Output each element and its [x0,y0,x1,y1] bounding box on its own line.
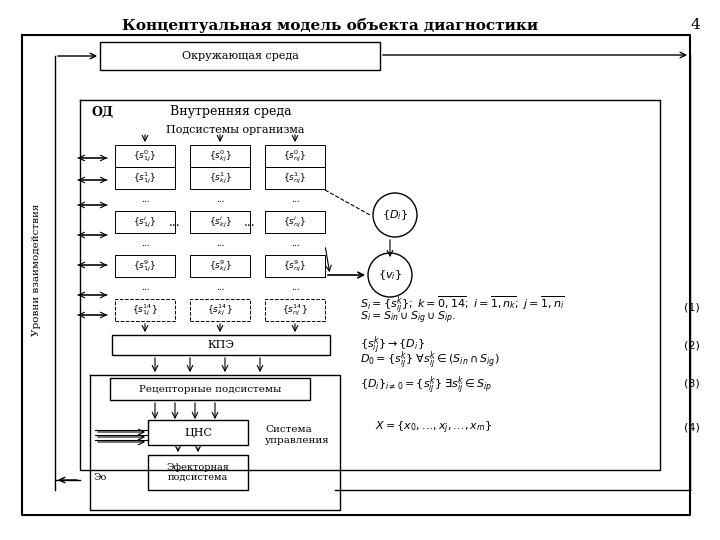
Text: (3): (3) [684,378,700,388]
Text: $\{s^1_{1j}\}$: $\{s^1_{1j}\}$ [133,170,156,186]
Text: $S_i = S_{in} \cup S_{ig} \cup S_{ip}.$: $S_i = S_{in} \cup S_{ig} \cup S_{ip}.$ [360,310,456,326]
Text: (1): (1) [684,302,700,312]
Text: $\{s^i_{nj}\}$: $\{s^i_{nj}\}$ [284,214,307,230]
Text: ...: ... [216,284,225,293]
Text: $\{s^9_{nj}\}$: $\{s^9_{nj}\}$ [284,258,307,274]
Text: $\{s^1_{kj}\}$: $\{s^1_{kj}\}$ [209,170,231,186]
Text: Рецепторные подсистемы: Рецепторные подсистемы [139,384,282,394]
Text: КПЭ: КПЭ [207,340,235,350]
Text: (4): (4) [684,423,700,433]
Text: ...: ... [140,195,149,205]
Text: Уровни взаимодействия: Уровни взаимодействия [32,204,42,336]
Text: $\{D_i\}$: $\{D_i\}$ [382,208,408,222]
Text: ЦНС: ЦНС [184,428,212,437]
Text: ...: ... [216,195,225,205]
Text: $\{s_{ij}^k\} \rightarrow \{D_i\}$: $\{s_{ij}^k\} \rightarrow \{D_i\}$ [360,335,425,357]
Text: $\{s^i_{1j}\}$: $\{s^i_{1j}\}$ [133,214,156,230]
Text: Система
управления: Система управления [265,426,330,445]
Text: (2): (2) [684,340,700,350]
Text: ...: ... [291,284,300,293]
Text: $\{D_i\}_{i \neq 0} = \{s_{ij}^k\}\; \exists s_{ij}^k \in S_{ip}$: $\{D_i\}_{i \neq 0} = \{s_{ij}^k\}\; \ex… [360,375,492,397]
Text: $\{s^9_{kj}\}$: $\{s^9_{kj}\}$ [209,258,231,274]
Text: $\{s^0_{1j}\}$: $\{s^0_{1j}\}$ [133,148,156,164]
Text: Окружающая среда: Окружающая среда [181,51,298,61]
Text: ...: ... [216,240,225,248]
Text: ...: ... [291,240,300,248]
Text: $\{s^9_{1j}\}$: $\{s^9_{1j}\}$ [133,258,156,274]
Text: $\{s^0_{kj}\}$: $\{s^0_{kj}\}$ [209,148,231,164]
Text: Подсистемы организма: Подсистемы организма [166,125,305,135]
Text: ...: ... [244,215,256,228]
Text: ...: ... [140,240,149,248]
Text: ОД: ОД [92,105,114,118]
Text: $\{s^{14}_{nj}\}$: $\{s^{14}_{nj}\}$ [282,302,308,318]
Text: $\{s^i_{kj}\}$: $\{s^i_{kj}\}$ [209,214,231,230]
Text: Эо: Эо [93,472,107,482]
Text: $\{s^{14}_{kj}\}$: $\{s^{14}_{kj}\}$ [207,302,233,318]
Text: $D_0 = \{s_{ij}^k\}\; \forall s_{ij}^k \in (S_{in} \cap S_{ig})$: $D_0 = \{s_{ij}^k\}\; \forall s_{ij}^k \… [360,350,500,372]
Text: $\{v_i\}$: $\{v_i\}$ [378,268,402,282]
Text: $\{s^{14}_{1j}\}$: $\{s^{14}_{1j}\}$ [132,302,158,318]
Text: ...: ... [140,284,149,293]
Text: 4: 4 [690,18,700,32]
Text: Внутренняя среда: Внутренняя среда [170,105,292,118]
Text: $X = \{x_0, \ldots, x_j, \ldots, x_m\}$: $X = \{x_0, \ldots, x_j, \ldots, x_m\}$ [375,420,492,436]
Text: Концептуальная модель объекта диагностики: Концептуальная модель объекта диагностик… [122,18,538,33]
Text: $\{s^0_{nj}\}$: $\{s^0_{nj}\}$ [284,148,307,164]
Text: ...: ... [169,215,181,228]
Text: Эфекторная
подсистема: Эфекторная подсистема [166,463,230,482]
Text: ...: ... [291,195,300,205]
Text: $S_i = \{s_{ij}^k\};\; k = \overline{0,14};\; i = \overline{1,n_k};\; j = \overl: $S_i = \{s_{ij}^k\};\; k = \overline{0,1… [360,295,564,316]
Text: $\{s^1_{nj}\}$: $\{s^1_{nj}\}$ [284,170,307,186]
